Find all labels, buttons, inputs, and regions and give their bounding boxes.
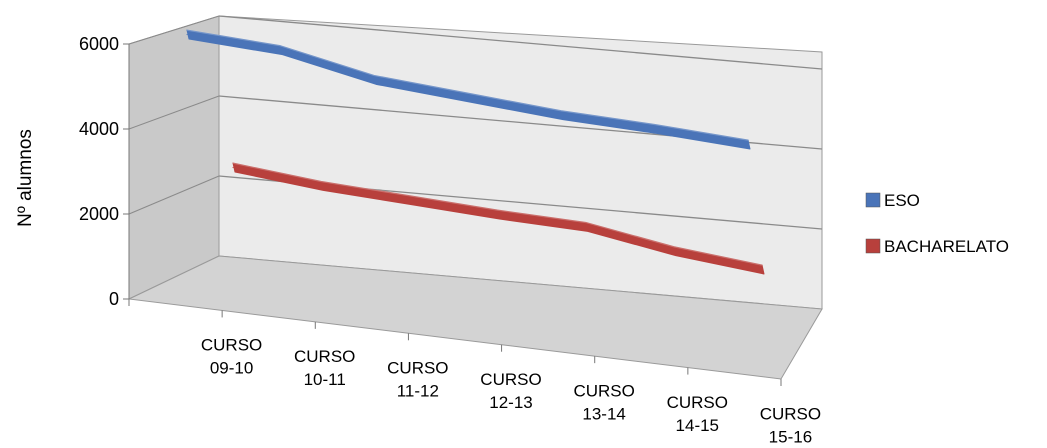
data-point-bacharelato-4 [585,226,587,228]
label-layer: 0 2000 4000 6000 CURSO 09-10 CURSO 10-11 CURSO 11… [79,34,821,446]
data-point-eso-5 [654,128,655,130]
chart-side-wall [128,15,220,300]
data-point-bacharelato-5 [673,250,675,252]
x-tick-label: CURSO 12-13 [480,370,541,412]
x-tick-label: CURSO 10-11 [294,347,355,389]
data-point-bacharelato-1 [320,185,322,187]
data-point-eso-6 [747,144,749,145]
legend-label-bacharelato: BACHARELATO [884,237,1009,256]
legend-swatch-bacharelato [865,238,881,254]
y-axis-label: Nº alumnos [15,129,36,227]
series-ribbon-eso [186,29,751,150]
data-point-eso-0 [186,34,188,35]
data-point-eso-1 [280,49,281,51]
x-tick-label: CURSO 14-15 [667,393,728,435]
y-tick-label: 2000 [79,204,119,224]
data-point-eso-2 [373,79,375,81]
gridline-back [218,15,823,70]
series-ribbon-bacharelato [232,162,765,275]
data-point-bacharelato-6 [761,269,763,270]
data-point-bacharelato-3 [497,214,498,215]
x-tick-label: CURSO 09-10 [201,336,262,378]
x-tick-label: CURSO 13-14 [573,381,634,423]
gridline-side [128,175,220,215]
axis-layer [123,43,782,386]
gridline-side [128,15,220,45]
series-ribbon-edge [186,29,749,141]
data-point-bacharelato-2 [408,199,410,201]
data-point-eso-3 [467,97,468,98]
series-layer [186,29,765,275]
x-tick-label: CURSO 15-16 [760,404,821,446]
y-tick-label: 4000 [79,119,119,139]
legend-swatch-eso [865,192,881,208]
y-tick-label: 0 [109,289,119,309]
series-ribbon-edge [232,162,763,266]
legend-label-eso: ESO [884,191,920,210]
data-point-bacharelato-0 [232,167,234,168]
legend: ESO BACHARELATO [865,191,1009,256]
data-point-eso-4 [560,114,562,116]
chart-floor [127,255,823,380]
x-tick-label: CURSO 11-12 [387,359,448,401]
y-tick-label: 6000 [79,34,119,54]
gridline-side [128,95,220,130]
